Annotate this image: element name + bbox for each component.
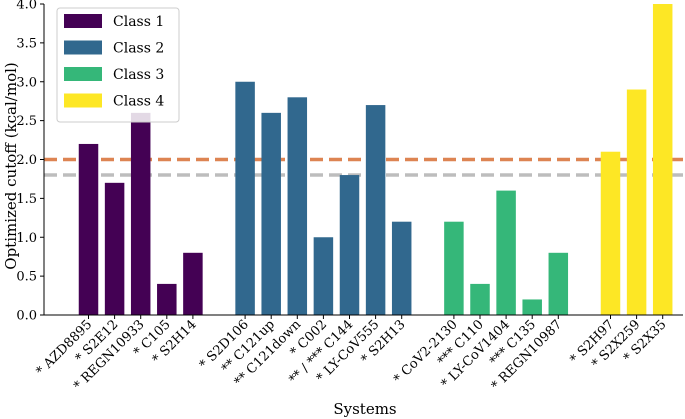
y-axis-ticks: 0.0 0.5 1.0 1.5 2.0 2.5 3.0 3.5 4.0	[16, 0, 44, 324]
x-axis-ticks: * AZD8895* S2E12* REGN10933* C105* S2H14…	[33, 315, 670, 394]
bar-3-2	[470, 283, 490, 315]
y-tick-label: 1.0	[16, 231, 37, 246]
bars	[78, 4, 673, 316]
legend-label-4: Class 4	[113, 94, 164, 110]
reference-lines	[44, 157, 683, 177]
legend-label-1: Class 1	[113, 14, 164, 30]
bar-2-5	[339, 175, 360, 315]
bar-1-3	[130, 112, 151, 315]
legend-swatch-3	[64, 67, 102, 81]
bar-4-1	[600, 151, 621, 315]
bar-1-2	[104, 182, 125, 315]
y-tick-label: 3.5	[16, 36, 37, 51]
y-tick-label: 2.0	[16, 153, 37, 168]
bar-2-1	[235, 81, 255, 315]
bar-2-6	[365, 105, 386, 315]
y-tick-label: 2.5	[16, 114, 37, 129]
legend-swatch-1	[64, 14, 102, 28]
y-tick-label: 3.0	[16, 75, 37, 90]
bar-4-3	[652, 4, 673, 315]
legend-label-3: Class 3	[113, 67, 164, 83]
bar-3-3	[496, 190, 516, 315]
bar-2-4	[313, 237, 334, 315]
bar-2-3	[287, 97, 308, 315]
bar-2-7	[391, 221, 412, 315]
bar-1-4	[157, 283, 177, 315]
bar-3-5	[548, 252, 569, 315]
bar-1-1	[78, 143, 99, 315]
y-tick-label: 1.5	[16, 192, 37, 207]
y-tick-label: 0.5	[16, 270, 37, 285]
legend-swatch-2	[64, 40, 102, 55]
bar-2-2	[261, 112, 281, 315]
bar-3-4	[522, 299, 542, 315]
bar-1-5	[183, 252, 203, 315]
y-tick-label: 4.0	[16, 0, 37, 13]
bar-4-2	[626, 89, 647, 316]
y-tick-label: 0.0	[16, 309, 37, 324]
legend-swatch-4	[64, 93, 102, 108]
legend-label-2: Class 2	[113, 41, 164, 57]
y-axis-title: Optimized cutoff (kcal/mol)	[2, 62, 20, 269]
legend: Class 1 Class 2 Class 3 Class 4	[56, 7, 180, 123]
x-axis-title: Systems	[333, 400, 396, 418]
bar-3-1	[444, 221, 464, 315]
